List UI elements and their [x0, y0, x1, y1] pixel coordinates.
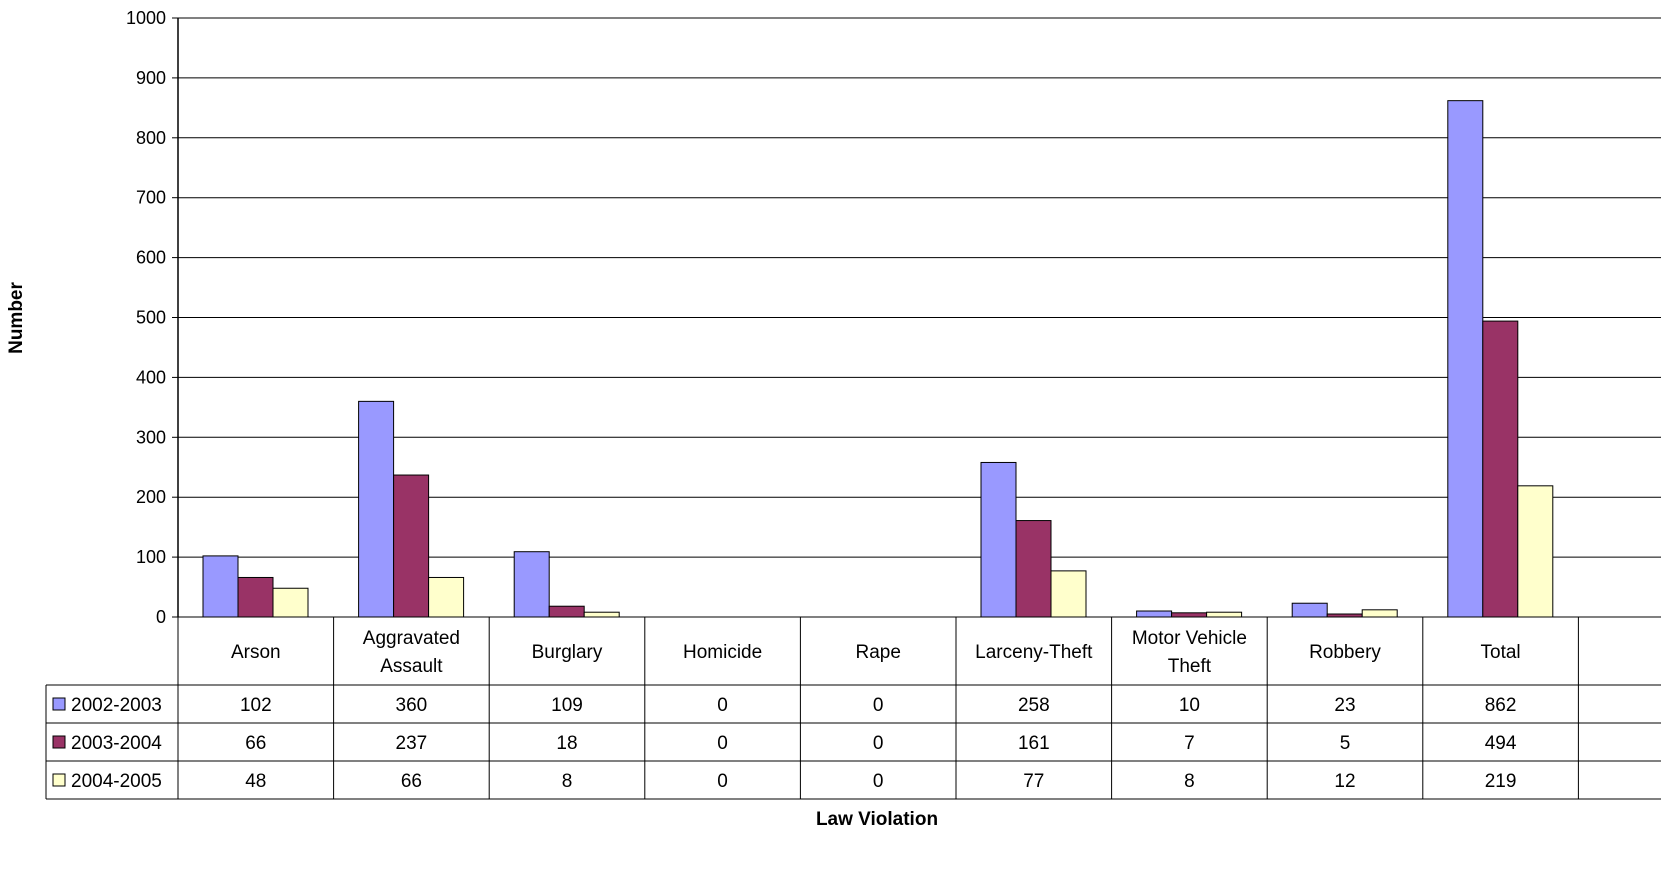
bar-2002-2003-Arson — [202, 555, 239, 618]
y-tick-label: 400 — [136, 367, 166, 387]
data-label: 8 — [1184, 771, 1195, 792]
data-label: 5 — [1340, 733, 1351, 754]
data-label: 360 — [396, 695, 428, 716]
bar-2002-2003-Robbery — [1291, 602, 1328, 618]
bar-2003-2004-Burglary — [548, 605, 585, 618]
data-table: Arson Aggravated Assault Burglary Homicide Ra… — [45, 616, 1661, 800]
bar-2002-2003-Total — [1447, 100, 1484, 618]
data-label: 109 — [551, 695, 583, 716]
data-label: 66 — [401, 771, 422, 792]
y-tick-label: 1000 — [126, 8, 166, 28]
category-label: Rape — [855, 642, 900, 663]
data-label: 0 — [717, 733, 728, 754]
data-label: 161 — [1018, 733, 1050, 754]
y-tick-label: 300 — [136, 427, 166, 447]
data-label: 219 — [1485, 771, 1517, 792]
data-label: 494 — [1485, 733, 1517, 754]
data-label: 77 — [1023, 771, 1044, 792]
bar-2004-2005-Total — [1517, 485, 1554, 618]
data-label: 48 — [245, 771, 266, 792]
bar-2003-2004-Total — [1482, 320, 1519, 618]
category-label: Aggravated — [363, 628, 460, 649]
category-label: Homicide — [683, 642, 762, 663]
bars — [202, 100, 1554, 618]
legend-swatch-2004-2005 — [52, 773, 66, 787]
y-axis-title: Number — [6, 282, 27, 354]
data-label: 8 — [562, 771, 573, 792]
y-tick-label: 100 — [136, 547, 166, 567]
data-label: 0 — [873, 771, 884, 792]
data-label: 10 — [1179, 695, 1200, 716]
y-tick-label: 700 — [136, 188, 166, 208]
bar-2002-2003-Motor Vehicle Theft — [1136, 610, 1173, 618]
bar-2004-2005-Motor Vehicle Theft — [1206, 611, 1243, 618]
bar-2004-2005-Larceny-Theft — [1050, 570, 1087, 618]
bar-2004-2005-Arson — [272, 587, 309, 618]
bar-2003-2004-Motor Vehicle Theft — [1171, 612, 1208, 618]
y-tick-label: 800 — [136, 128, 166, 148]
data-label: 0 — [717, 771, 728, 792]
bar-2002-2003-Larceny-Theft — [980, 461, 1017, 618]
bar-2003-2004-Arson — [237, 576, 274, 618]
category-label: Robbery — [1309, 642, 1381, 663]
category-label: Larceny-Theft — [975, 642, 1093, 663]
data-label: 0 — [873, 695, 884, 716]
legend-label-2003-2004: 2003-2004 — [71, 733, 162, 754]
data-label: 0 — [873, 733, 884, 754]
category-label: Total — [1481, 642, 1521, 663]
legend-label-2004-2005: 2004-2005 — [71, 771, 162, 792]
bar-2003-2004-Aggravated Assault — [393, 474, 430, 618]
data-label: 0 — [717, 695, 728, 716]
category-label: Assault — [380, 656, 443, 677]
bar-2004-2005-Burglary — [583, 611, 620, 618]
bar-2002-2003-Burglary — [513, 551, 550, 618]
data-label: 102 — [240, 695, 272, 716]
y-axis: 0 100 200 300 400 500 600 700 800 900 1000 — [126, 8, 179, 627]
category-label: Motor Vehicle — [1132, 628, 1247, 649]
y-tick-label: 200 — [136, 487, 166, 507]
y-tick-label: 0 — [156, 607, 166, 627]
bar-2003-2004-Larceny-Theft — [1015, 520, 1052, 618]
category-label: Theft — [1168, 656, 1212, 677]
data-label: 18 — [556, 733, 577, 754]
data-label: 862 — [1485, 695, 1517, 716]
legend-swatch-2002-2003 — [52, 697, 66, 711]
y-tick-label: 900 — [136, 68, 166, 88]
bar-2004-2005-Aggravated Assault — [428, 576, 465, 618]
x-axis-title: Law Violation — [816, 809, 938, 830]
data-label: 237 — [396, 733, 428, 754]
data-label: 23 — [1334, 695, 1355, 716]
y-tick-label: 500 — [136, 308, 166, 328]
category-label: Arson — [231, 642, 281, 663]
data-label: 7 — [1184, 733, 1195, 754]
legend-swatch-2003-2004 — [52, 735, 66, 749]
category-label: Burglary — [532, 642, 603, 663]
y-tick-label: 600 — [136, 248, 166, 268]
bar-2004-2005-Robbery — [1361, 609, 1398, 618]
data-label: 258 — [1018, 695, 1050, 716]
bar-2002-2003-Aggravated Assault — [358, 400, 395, 618]
data-label: 66 — [245, 733, 266, 754]
data-label: 12 — [1334, 771, 1355, 792]
legend-label-2002-2003: 2002-2003 — [71, 695, 162, 716]
